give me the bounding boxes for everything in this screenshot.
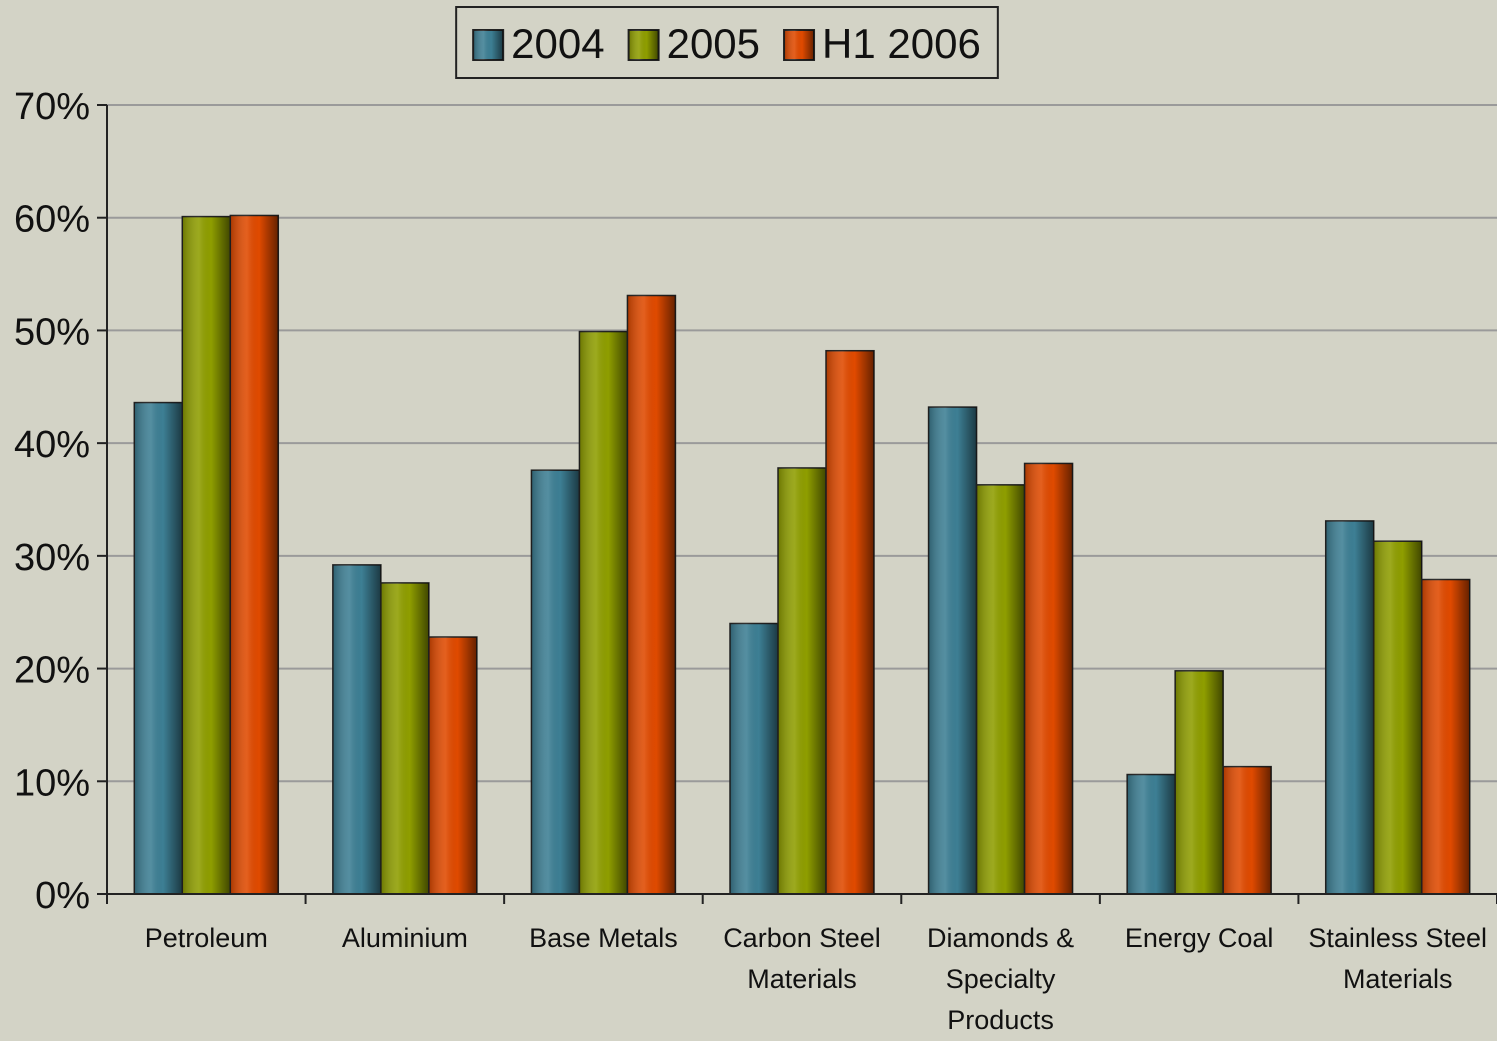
legend-swatch-shade — [473, 30, 504, 60]
x-tick-label: Diamonds & Specialty Products — [927, 923, 1075, 1035]
y-tick-label: 0% — [35, 875, 90, 917]
y-tick-label: 40% — [14, 424, 90, 466]
bar-shade — [230, 215, 279, 894]
bar-shade — [1421, 579, 1470, 894]
bar-shade — [826, 350, 874, 894]
legend-box — [455, 6, 999, 79]
bar-shade — [1127, 774, 1176, 894]
bar-shade — [380, 582, 429, 894]
bar-shade — [1024, 463, 1073, 894]
y-tick-label: 50% — [14, 311, 90, 353]
y-tick-label: 30% — [14, 537, 90, 579]
bar-shade — [1223, 766, 1272, 894]
x-tick-label: Aluminium — [341, 923, 468, 953]
bar-shade — [332, 564, 381, 894]
bar-shade — [579, 331, 628, 894]
legend-swatch-shade — [628, 30, 659, 60]
bar-shade — [976, 484, 1025, 894]
bar-shade — [928, 407, 977, 894]
bar-shade — [1373, 541, 1422, 894]
y-tick-label: 20% — [14, 650, 90, 692]
y-tick-label: 70% — [14, 86, 90, 128]
x-tick-label: Base Metals — [529, 923, 678, 953]
legend-label: 2005 — [667, 20, 760, 67]
legend-label: 2004 — [511, 20, 604, 67]
bar-shade — [1175, 670, 1224, 894]
bar-shade — [1325, 520, 1374, 894]
bar-shade — [428, 637, 477, 894]
legend-label: H1 2006 — [822, 20, 981, 67]
bar-shade — [730, 623, 778, 894]
legend-swatch-shade — [784, 30, 815, 60]
x-tick-label: Energy Coal — [1124, 923, 1274, 953]
y-tick-label: 10% — [14, 762, 90, 804]
x-tick-label: Carbon Steel Materials — [723, 923, 881, 994]
bar-shade — [778, 467, 826, 894]
y-tick-label: 60% — [14, 199, 90, 241]
bar-shade — [182, 216, 231, 894]
bar-shade — [627, 295, 676, 894]
x-tick-label: Petroleum — [144, 923, 268, 953]
bar-shade — [134, 402, 183, 894]
bar-shade — [531, 470, 580, 894]
x-tick-label: Stainless Steel Materials — [1308, 923, 1487, 994]
